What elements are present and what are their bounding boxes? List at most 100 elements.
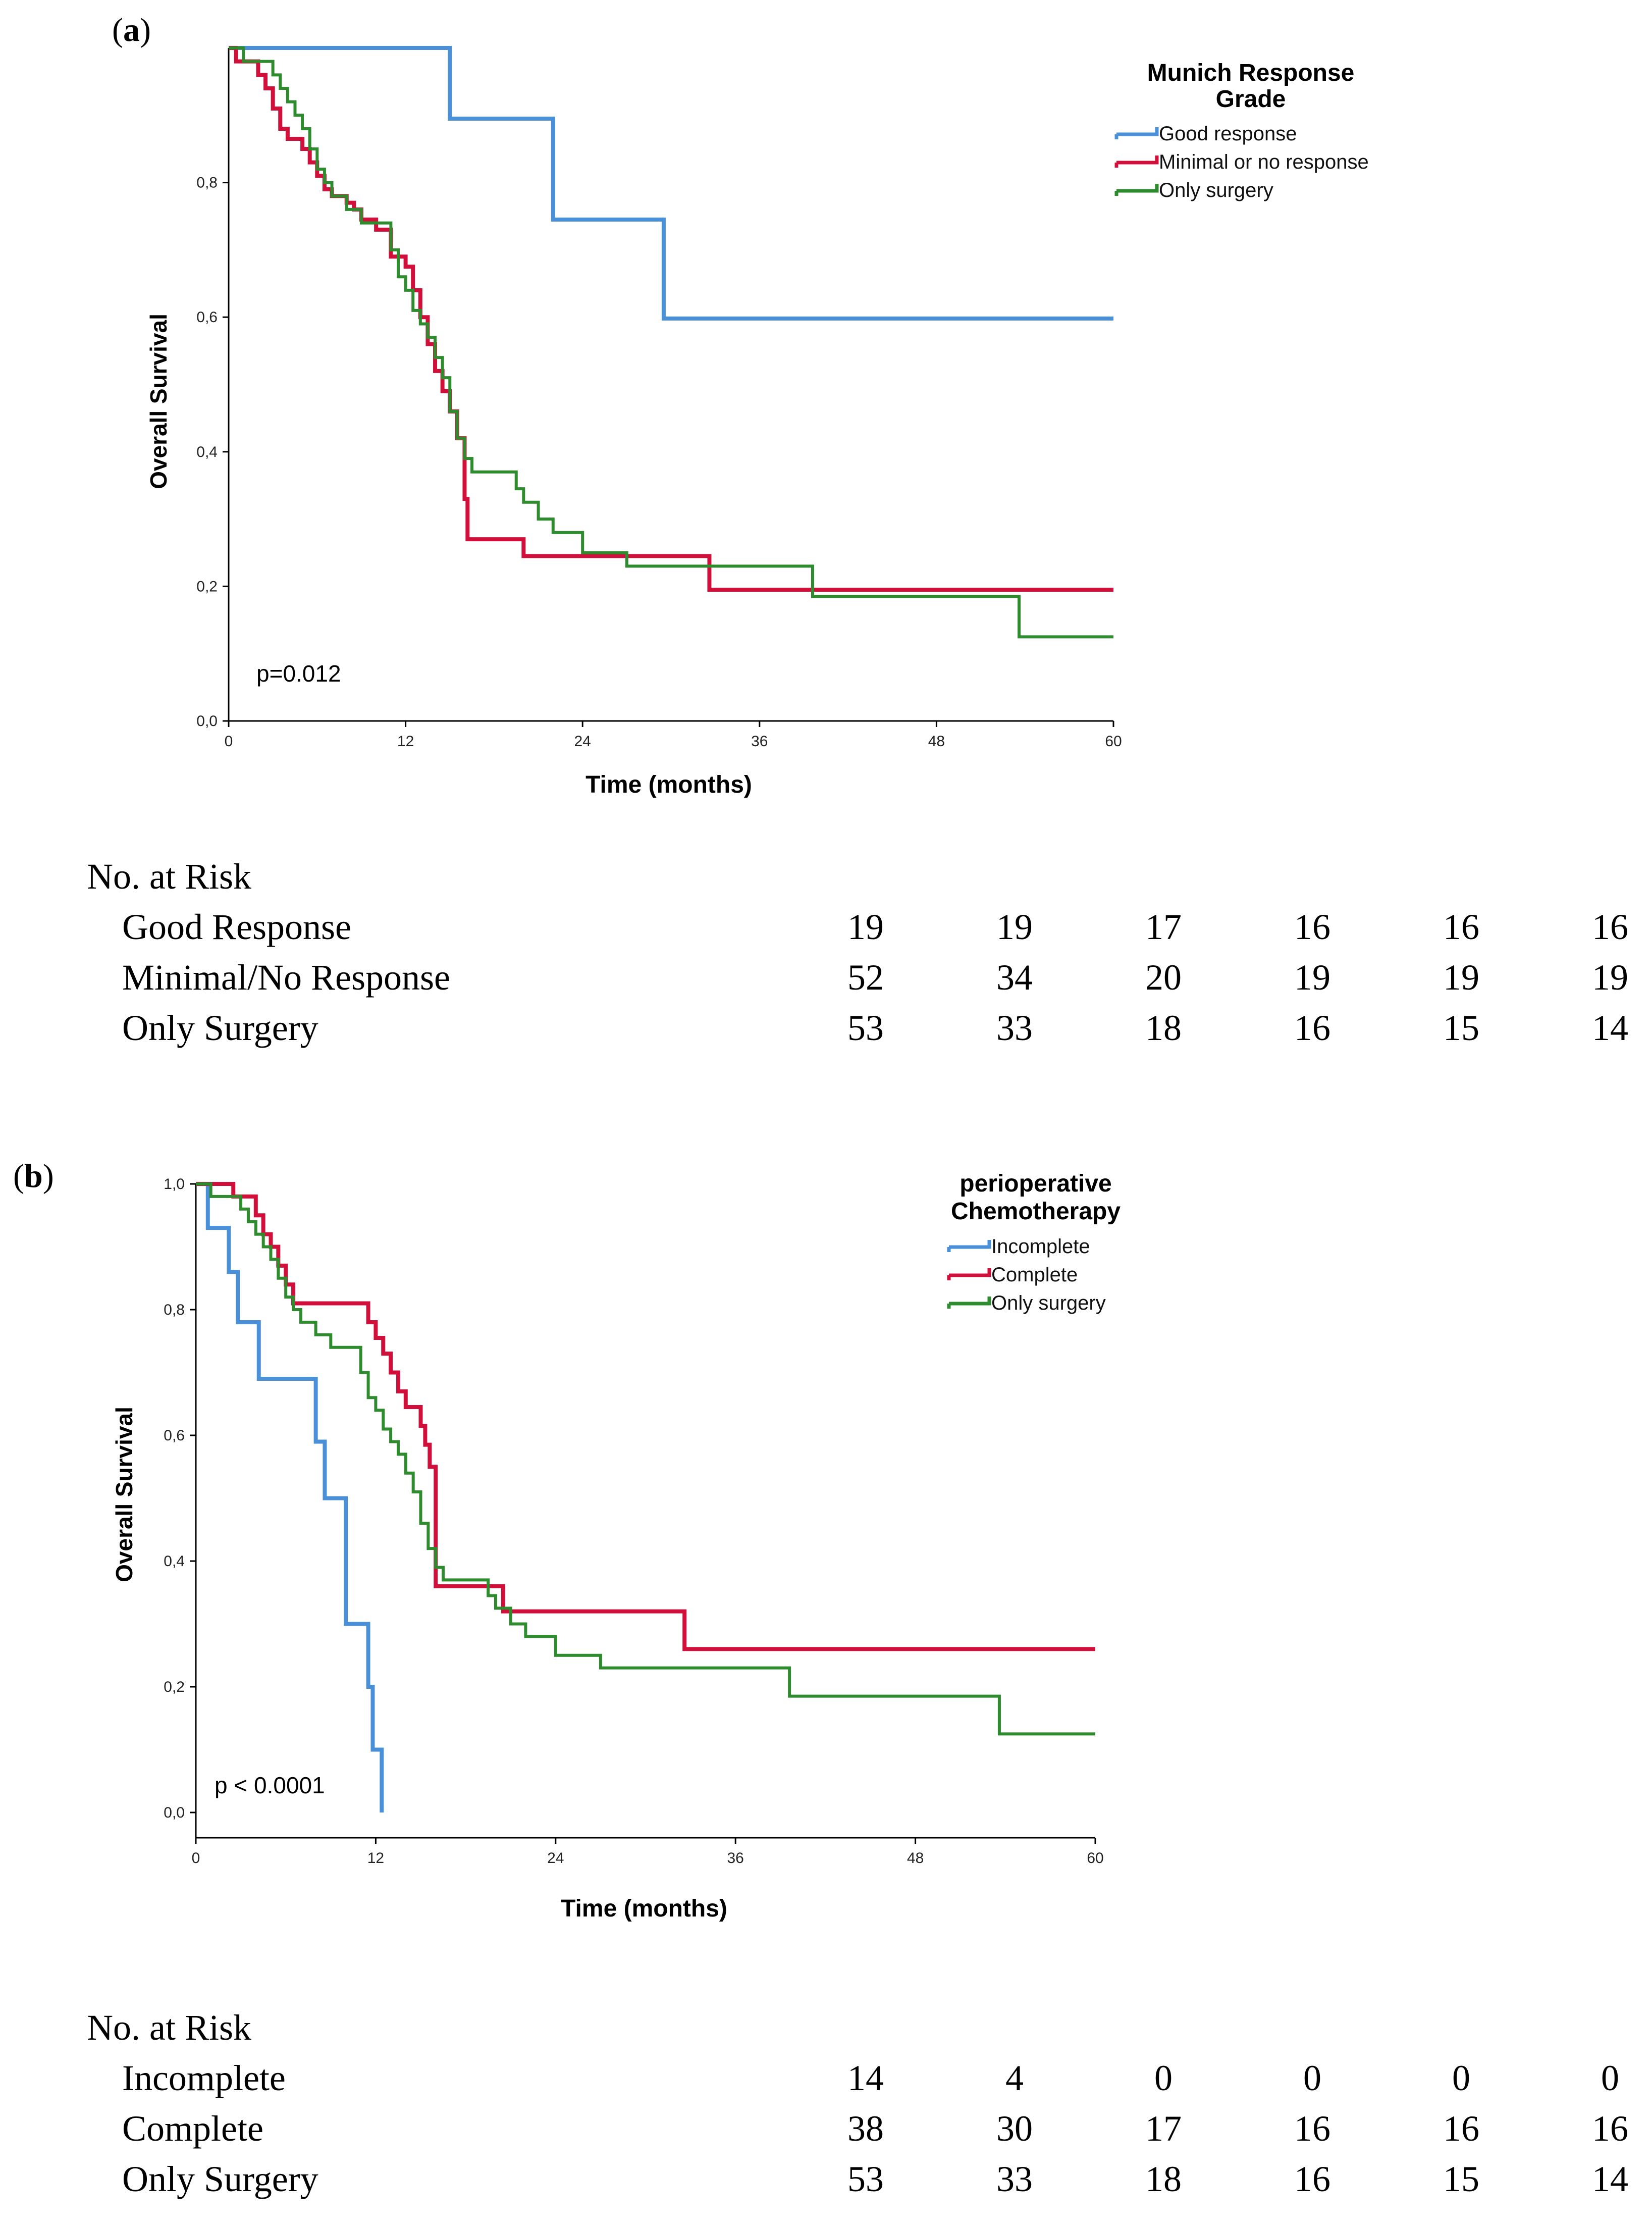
chart-a: 0 12 24 36 48 60 0,0 0,2 0,4 0,6 0,8 Munich Respon… bbox=[145, 46, 1369, 798]
risk-cell: 19 bbox=[996, 907, 1033, 947]
chart-b-axes: 0 12 24 36 48 60 0,0 0,2 0,4 0,6 0,8 1,0 bbox=[164, 1176, 1103, 1867]
risk-row-label: Minimal/No Response bbox=[122, 957, 450, 998]
risk-table-row: Incomplete 14 4 0 0 0 0 bbox=[0, 2057, 1652, 2108]
series-line-only-surgery bbox=[196, 1182, 1095, 1736]
risk-cell: 20 bbox=[1145, 957, 1182, 998]
risk-cell: 0 bbox=[1154, 2058, 1173, 2098]
risk-cell: 38 bbox=[847, 2108, 884, 2149]
risk-row-label: Only Surgery bbox=[122, 1008, 318, 1048]
risk-cell: 52 bbox=[847, 957, 884, 998]
legend-title: Munich Response bbox=[1147, 60, 1355, 86]
chart-a-axes: 0 12 24 36 48 60 0,0 0,2 0,4 0,6 0,8 bbox=[196, 48, 1122, 750]
x-tick-label: 60 bbox=[1105, 733, 1122, 750]
risk-cell: 19 bbox=[1443, 957, 1479, 998]
chart-a-p-value: p=0.012 bbox=[256, 660, 341, 687]
risk-table-row: Only Surgery 53 33 18 16 15 14 bbox=[0, 1007, 1652, 1058]
risk-table-row: Only Surgery 53 33 18 16 15 14 bbox=[0, 2158, 1652, 2209]
risk-cell: 16 bbox=[1592, 907, 1628, 947]
y-tick-label: 0,2 bbox=[164, 1679, 185, 1695]
risk-cell: 15 bbox=[1443, 1008, 1479, 1048]
y-tick-label: 0,8 bbox=[164, 1302, 185, 1318]
x-tick-label: 36 bbox=[751, 733, 768, 750]
risk-row-label: Incomplete bbox=[122, 2058, 286, 2098]
risk-cell: 14 bbox=[1592, 2159, 1628, 2199]
legend-title: Chemotherapy bbox=[951, 1198, 1121, 1225]
y-tick-label: 0,4 bbox=[196, 444, 218, 460]
risk-table-row: Minimal/No Response 52 34 20 19 19 19 bbox=[0, 957, 1652, 1007]
risk-row-label: Good Response bbox=[122, 907, 351, 947]
risk-cell: 18 bbox=[1145, 2159, 1182, 2199]
risk-cell: 0 bbox=[1452, 2058, 1470, 2098]
chart-b-p-value: p < 0.0001 bbox=[215, 1772, 325, 1798]
risk-cell: 0 bbox=[1601, 2058, 1619, 2098]
risk-cell: 4 bbox=[1005, 2058, 1024, 2098]
x-tick-label: 60 bbox=[1087, 1850, 1103, 1867]
risk-row-label: Only Surgery bbox=[122, 2159, 318, 2199]
chart-b-y-axis-label: Overall Survival bbox=[111, 1407, 137, 1582]
panel-a-label: (a) bbox=[112, 12, 151, 48]
legend-swatch bbox=[947, 1268, 991, 1280]
chart-a-series bbox=[229, 46, 1113, 639]
x-tick-label: 12 bbox=[397, 733, 414, 750]
y-tick-label: 0,4 bbox=[164, 1553, 185, 1570]
risk-cell: 19 bbox=[1294, 957, 1330, 998]
legend-entry: Only surgery bbox=[1159, 179, 1273, 201]
risk-cell: 14 bbox=[847, 2058, 884, 2098]
risk-cell: 19 bbox=[1592, 957, 1628, 998]
risk-table-b-title: No. at Risk bbox=[87, 2007, 252, 2048]
risk-cell: 16 bbox=[1592, 2108, 1628, 2149]
risk-table-row: Complete 38 30 17 16 16 16 bbox=[0, 2108, 1652, 2158]
legend-swatch bbox=[1114, 127, 1159, 139]
y-tick-label: 0,0 bbox=[164, 1804, 185, 1821]
risk-cell: 33 bbox=[996, 2159, 1033, 2199]
legend-entry: Good response bbox=[1159, 123, 1297, 145]
risk-cell: 19 bbox=[847, 907, 884, 947]
legend-entry: Minimal or no response bbox=[1159, 151, 1369, 173]
risk-cell: 16 bbox=[1294, 1008, 1330, 1048]
legend-swatch bbox=[947, 1240, 991, 1252]
risk-cell: 16 bbox=[1294, 2159, 1330, 2199]
series-line-good-response bbox=[229, 46, 1113, 321]
risk-cell: 14 bbox=[1592, 1008, 1628, 1048]
chart-b-series bbox=[196, 1182, 1095, 1812]
risk-cell: 16 bbox=[1443, 907, 1479, 947]
y-tick-label: 1,0 bbox=[164, 1176, 185, 1193]
x-tick-label: 0 bbox=[192, 1850, 200, 1867]
y-tick-label: 0,0 bbox=[196, 713, 218, 730]
chart-a-y-axis-label: Overall Survival bbox=[145, 314, 172, 489]
x-tick-label: 36 bbox=[727, 1850, 744, 1867]
risk-cell: 15 bbox=[1443, 2159, 1479, 2199]
legend-entry: Complete bbox=[991, 1264, 1078, 1286]
x-tick-label: 48 bbox=[928, 733, 945, 750]
series-line-incomplete bbox=[196, 1182, 384, 1812]
legend-swatch bbox=[947, 1297, 991, 1309]
y-tick-label: 0,6 bbox=[164, 1427, 185, 1444]
risk-cell: 16 bbox=[1294, 907, 1330, 947]
legend-entry: Only surgery bbox=[991, 1292, 1106, 1314]
y-tick-label: 0,2 bbox=[196, 578, 218, 595]
risk-cell: 17 bbox=[1145, 2108, 1182, 2149]
risk-cell: 18 bbox=[1145, 1008, 1182, 1048]
y-tick-label: 0,8 bbox=[196, 175, 218, 191]
legend-title: Grade bbox=[1216, 86, 1286, 113]
risk-cell: 16 bbox=[1443, 2108, 1479, 2149]
risk-table-row: Good Response 19 19 17 16 16 16 bbox=[0, 906, 1652, 957]
chart-b: 0 12 24 36 48 60 0,0 0,2 0,4 0,6 0,8 1,0 perioperat… bbox=[111, 1170, 1121, 1922]
risk-cell: 53 bbox=[847, 1008, 884, 1048]
risk-cell: 53 bbox=[847, 2159, 884, 2199]
legend-title: perioperative bbox=[960, 1170, 1111, 1197]
legend-entry: Incomplete bbox=[991, 1235, 1090, 1258]
x-tick-label: 48 bbox=[907, 1850, 924, 1867]
x-tick-label: 0 bbox=[225, 733, 233, 750]
chart-b-x-axis-label: Time (months) bbox=[561, 1895, 727, 1922]
risk-cell: 17 bbox=[1145, 907, 1182, 947]
risk-table-a-title: No. at Risk bbox=[87, 856, 252, 897]
risk-row-label: Complete bbox=[122, 2108, 263, 2149]
x-tick-label: 24 bbox=[574, 733, 591, 750]
x-tick-label: 24 bbox=[547, 1850, 564, 1867]
chart-a-x-axis-label: Time (months) bbox=[585, 771, 752, 798]
risk-cell: 33 bbox=[996, 1008, 1033, 1048]
risk-cell: 16 bbox=[1294, 2108, 1330, 2149]
